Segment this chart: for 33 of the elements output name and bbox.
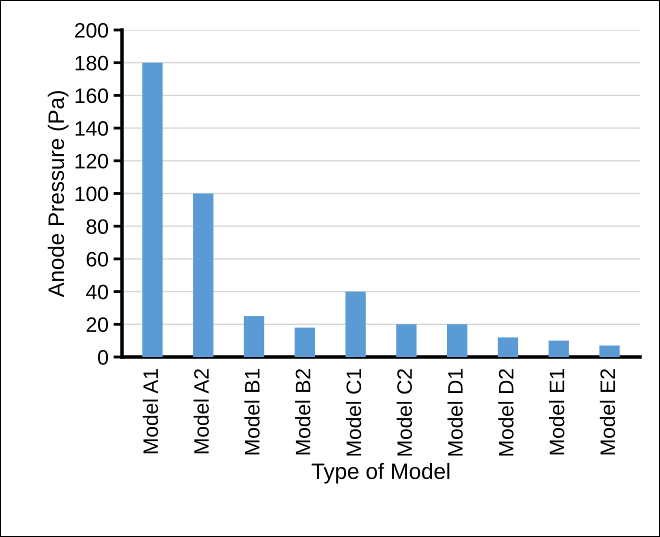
bar	[599, 346, 620, 357]
y-tick-label: 60	[86, 252, 108, 267]
x-tick-label: Model E2	[600, 369, 616, 454]
bar	[142, 62, 163, 357]
y-tick-label: 40	[86, 284, 108, 300]
bar	[548, 340, 569, 357]
bar	[193, 194, 214, 357]
bar	[498, 337, 518, 357]
y-tick-label: 20	[86, 317, 108, 332]
y-tick-label: 200	[75, 23, 108, 38]
y-tick-label: 140	[76, 121, 108, 136]
x-tick-label: Model C1	[346, 369, 362, 456]
y-tick-label: 0	[98, 350, 108, 365]
y-tick-label: 100	[76, 186, 108, 202]
bar	[244, 316, 264, 357]
y-axis-title: Anode Pressure (Pa)	[48, 91, 68, 298]
bar	[396, 324, 417, 357]
x-tick-label: Model A2	[194, 369, 209, 454]
y-tick-label: 180	[76, 56, 108, 70]
bar	[447, 324, 468, 357]
x-tick-label: Model D1	[447, 369, 463, 456]
x-tick-label: Model B2	[295, 369, 310, 454]
x-tick-label: Model B1	[244, 369, 260, 454]
y-tick-label: 160	[76, 88, 108, 104]
bar	[345, 292, 366, 357]
y-tick-label: 120	[76, 154, 108, 169]
x-tick-label: Model D2	[498, 369, 514, 456]
x-tick-label: Model E1	[549, 369, 564, 454]
y-tick-label: 80	[86, 219, 108, 234]
x-tick-label: Model A1	[142, 369, 158, 454]
x-axis-title: Type of Model	[312, 462, 450, 484]
bar	[294, 328, 315, 357]
x-tick-label: Model C2	[396, 369, 412, 456]
